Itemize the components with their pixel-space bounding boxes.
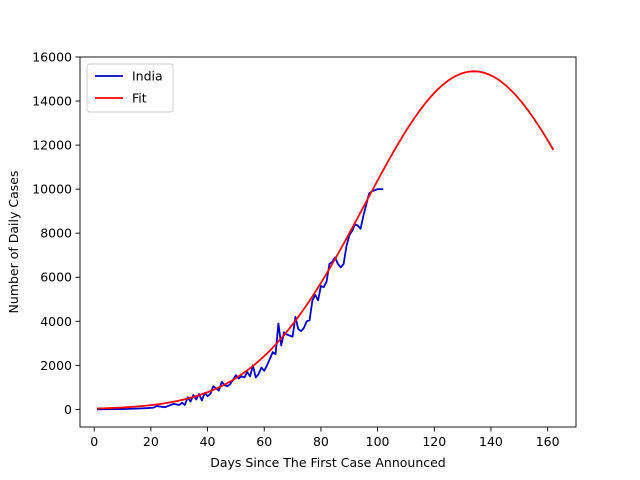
y-tick-label: 4000 (40, 314, 72, 329)
axes-background (80, 57, 576, 427)
y-tick-label: 16000 (32, 50, 72, 65)
y-tick-label: 12000 (32, 138, 72, 153)
y-tick-label: 6000 (40, 270, 72, 285)
x-tick-label: 80 (313, 434, 329, 449)
series-line-india (96, 188, 384, 411)
y-tick-label: 10000 (32, 182, 72, 197)
x-tick-label: 160 (536, 434, 560, 449)
legend: India Fit (86, 63, 174, 113)
x-tick-label: 140 (479, 434, 503, 449)
series-layer (96, 70, 555, 411)
x-tick-label: 20 (143, 434, 159, 449)
y-tick-label: 14000 (32, 94, 72, 109)
y-axis-label: Number of Daily Cases (6, 171, 21, 314)
x-axis-label: Days Since The First Case Announced (210, 455, 446, 470)
series-line-fit (96, 70, 555, 410)
y-tick-label: 2000 (40, 358, 72, 373)
x-tick-label: 40 (200, 434, 216, 449)
y-tick-label: 8000 (40, 226, 72, 241)
x-tick-label: 0 (90, 434, 98, 449)
y-tick-label: 0 (64, 402, 72, 417)
plot-area: 0 20 40 60 80 100 120 140 160 0 2000 4000 6000 8000 1… (32, 50, 577, 449)
y-axis-ticks: 0 2000 4000 6000 8000 10000 12000 14000 16000 (32, 50, 80, 417)
x-axis-ticks: 0 20 40 60 80 100 120 140 160 (90, 427, 560, 449)
x-tick-label: 60 (256, 434, 272, 449)
x-tick-label: 100 (366, 434, 390, 449)
x-tick-label: 120 (422, 434, 446, 449)
axes-frame (79, 56, 577, 428)
legend-label-india: India (132, 69, 163, 84)
legend-label-fit: Fit (132, 91, 147, 106)
